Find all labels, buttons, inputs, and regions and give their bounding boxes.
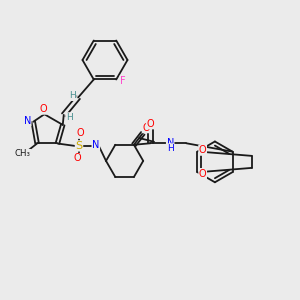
Text: O: O [74, 154, 81, 164]
Text: N: N [167, 138, 174, 148]
Text: H: H [167, 144, 174, 153]
Text: N: N [92, 140, 100, 150]
Text: CH₃: CH₃ [15, 149, 31, 158]
Text: O: O [39, 104, 47, 114]
Text: N: N [24, 116, 31, 125]
Text: F: F [120, 76, 126, 86]
Text: O: O [77, 128, 85, 138]
Text: O: O [142, 123, 150, 133]
Text: H: H [69, 92, 76, 100]
Text: O: O [199, 169, 206, 178]
Text: S: S [75, 141, 82, 151]
Text: H: H [66, 113, 73, 122]
Text: O: O [147, 119, 154, 129]
Text: O: O [199, 145, 206, 155]
